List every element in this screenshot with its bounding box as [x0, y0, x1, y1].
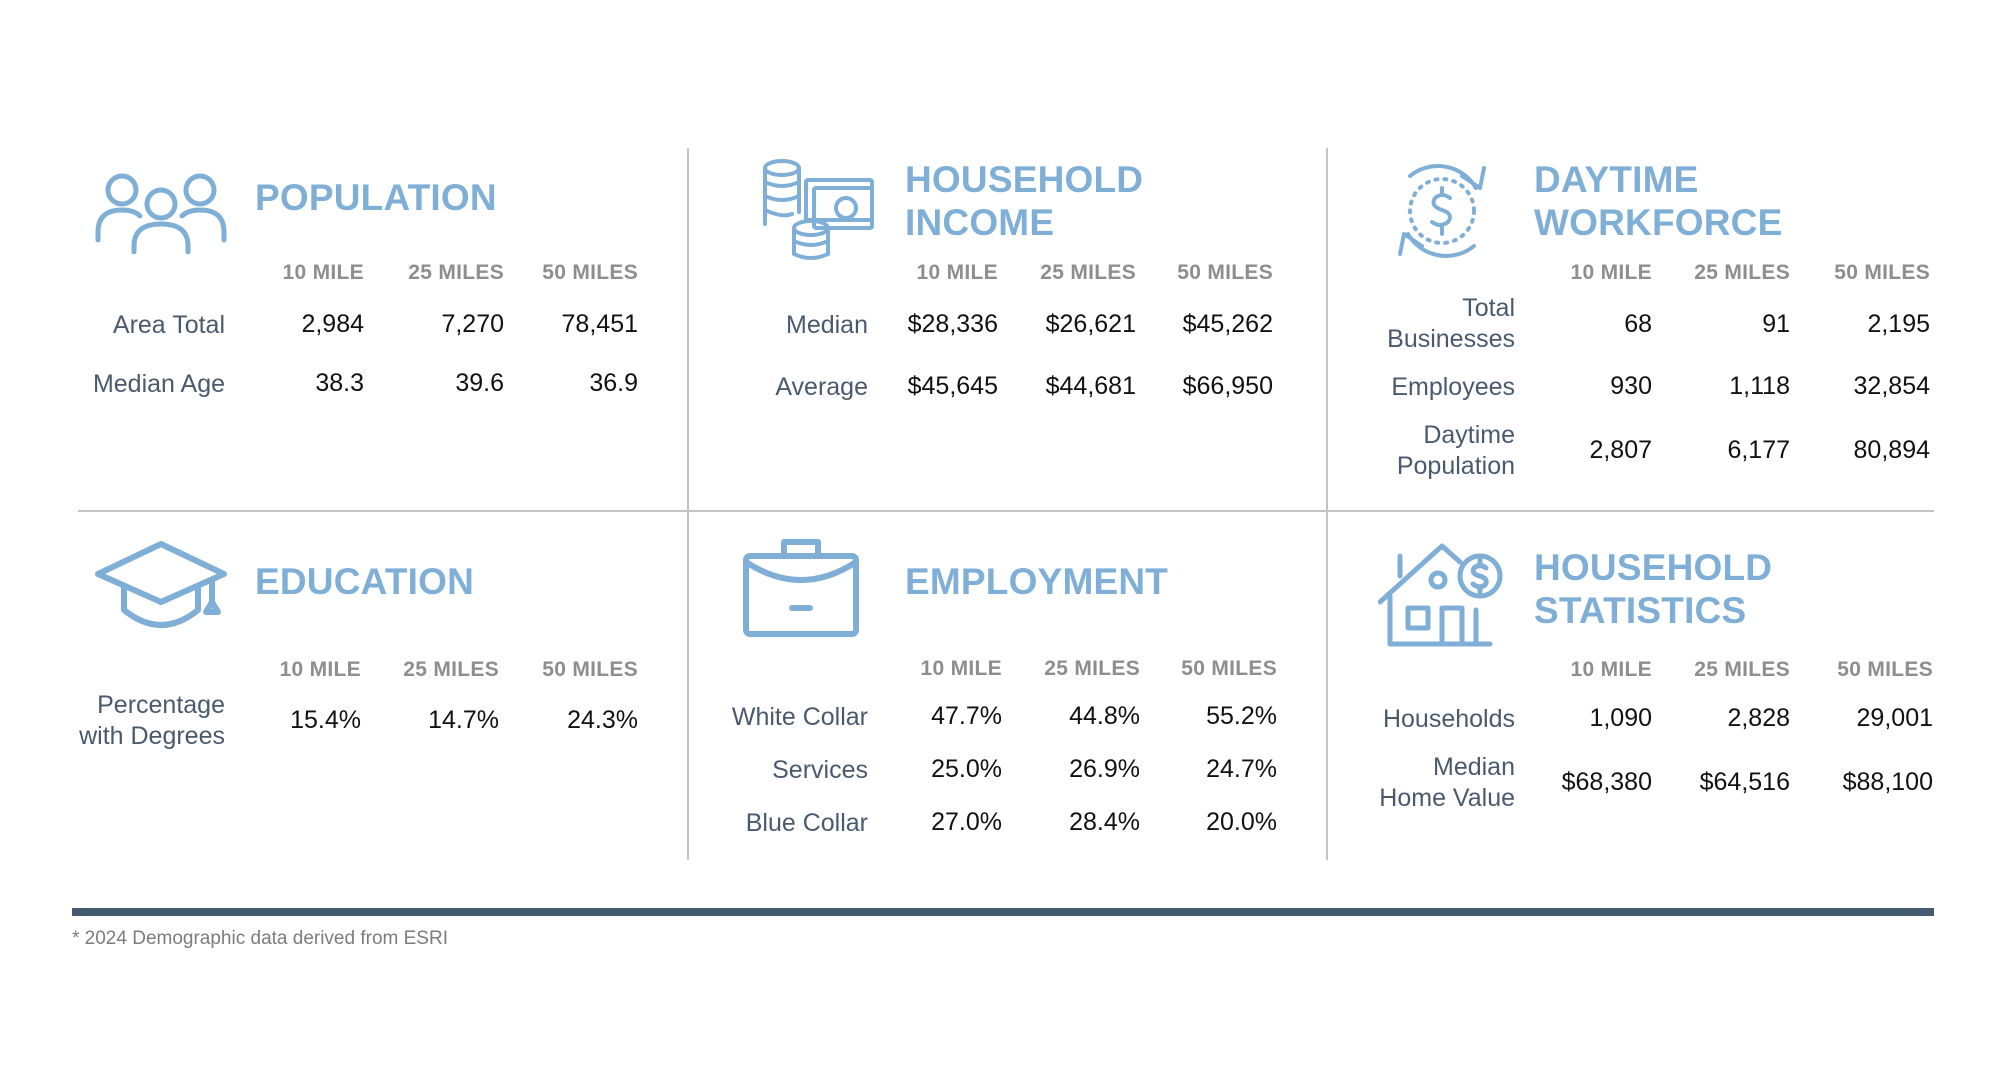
value-blue-collar-50: 20.0%: [1206, 808, 1277, 836]
row-label-daytime-population: Daytime Population: [1396, 421, 1515, 480]
employment-title: EMPLOYMENT: [905, 561, 1169, 602]
value-median-income-25: $26,621: [1045, 310, 1136, 338]
value-employees-50: 32,854: [1853, 372, 1930, 400]
value-daytime-population-50: 80,894: [1853, 436, 1930, 464]
value-area-total-50: 78,451: [561, 310, 638, 338]
value-median-age-10: 38.3: [315, 369, 364, 397]
column-header-25-miles: 25 MILES: [1044, 657, 1140, 680]
value-degrees-50: 24.3%: [567, 706, 638, 734]
footnote: * 2024 Demographic data derived from ESR…: [72, 928, 448, 949]
column-header-25-miles: 25 MILES: [408, 261, 504, 284]
value-area-total-25: 7,270: [441, 310, 504, 338]
value-degrees-25: 14.7%: [428, 706, 499, 734]
column-header-25-miles: 25 MILES: [1694, 658, 1790, 681]
value-blue-collar-10: 27.0%: [931, 808, 1002, 836]
value-white-collar-50: 55.2%: [1206, 702, 1277, 730]
value-median-home-value-10: $68,380: [1561, 768, 1652, 796]
value-white-collar-25: 44.8%: [1069, 702, 1140, 730]
column-header-50-miles: 50 MILES: [1181, 657, 1277, 680]
row-label-blue-collar: Blue Collar: [745, 809, 868, 837]
column-header-10-mile: 10 MILE: [282, 261, 364, 284]
row-label-employees: Employees: [1391, 373, 1515, 401]
dollar-cycle-icon: [1390, 158, 1494, 264]
row-label-area-total: Area Total: [112, 311, 225, 339]
house-dollar-icon: [1378, 540, 1504, 648]
row-label-percentage-with-degrees: Percentage with Degrees: [79, 691, 225, 750]
money-stack-icon: [762, 158, 876, 264]
column-header-25-miles: 25 MILES: [1694, 261, 1790, 284]
column-header-10-mile: 10 MILE: [279, 658, 361, 681]
row-label-median-home-value: Median Home Value: [1379, 753, 1515, 812]
column-header-10-mile: 10 MILE: [920, 657, 1002, 680]
value-degrees-10: 15.4%: [290, 706, 361, 734]
row-label-total-businesses: Total Businesses: [1387, 294, 1515, 353]
value-median-home-value-50: $88,100: [1842, 768, 1933, 796]
column-header-25-miles: 25 MILES: [1040, 261, 1136, 284]
row-label-median-age: Median Age: [92, 370, 225, 398]
value-households-10: 1,090: [1589, 704, 1652, 732]
column-header-50-miles: 50 MILES: [1834, 261, 1930, 284]
value-employees-10: 930: [1610, 372, 1652, 400]
divider-vertical-2: [1326, 148, 1328, 860]
row-label-services: Services: [772, 756, 868, 784]
people-icon: [94, 170, 228, 254]
value-area-total-10: 2,984: [301, 310, 364, 338]
value-median-age-25: 39.6: [455, 369, 504, 397]
value-daytime-population-10: 2,807: [1589, 436, 1652, 464]
value-services-50: 24.7%: [1206, 755, 1277, 783]
divider-vertical-1: [687, 148, 689, 860]
divider-horizontal: [78, 510, 1934, 512]
column-header-25-miles: 25 MILES: [403, 658, 499, 681]
daytime-workforce-title: DAYTIME WORKFORCE: [1534, 159, 1783, 243]
household-income-title: HOUSEHOLD INCOME: [905, 159, 1144, 243]
value-total-businesses-10: 68: [1624, 310, 1652, 338]
value-total-businesses-50: 2,195: [1867, 310, 1930, 338]
value-average-income-25: $44,681: [1045, 372, 1136, 400]
value-total-businesses-25: 91: [1762, 310, 1790, 338]
row-label-average: Average: [775, 373, 868, 401]
row-label-households: Households: [1382, 705, 1515, 733]
value-employees-25: 1,118: [1729, 372, 1790, 400]
value-median-income-10: $28,336: [907, 310, 998, 338]
education-title: EDUCATION: [255, 561, 474, 602]
population-title: POPULATION: [255, 177, 497, 218]
graduation-cap-icon: [94, 540, 228, 634]
footer-rule: [72, 908, 1934, 916]
value-median-age-50: 36.9: [589, 369, 638, 397]
value-blue-collar-25: 28.4%: [1069, 808, 1140, 836]
column-header-50-miles: 50 MILES: [542, 658, 638, 681]
value-white-collar-10: 47.7%: [931, 702, 1002, 730]
value-median-income-50: $45,262: [1182, 310, 1273, 338]
column-header-50-miles: 50 MILES: [542, 261, 638, 284]
column-header-10-mile: 10 MILE: [1570, 658, 1652, 681]
value-average-income-10: $45,645: [907, 372, 998, 400]
value-median-home-value-25: $64,516: [1699, 768, 1790, 796]
column-header-50-miles: 50 MILES: [1177, 261, 1273, 284]
value-daytime-population-25: 6,177: [1727, 436, 1790, 464]
column-header-10-mile: 10 MILE: [916, 261, 998, 284]
row-label-white-collar: White Collar: [731, 703, 868, 731]
value-services-25: 26.9%: [1069, 755, 1140, 783]
column-header-50-miles: 50 MILES: [1837, 658, 1933, 681]
briefcase-icon: [742, 538, 860, 638]
value-average-income-50: $66,950: [1182, 372, 1273, 400]
value-households-50: 29,001: [1856, 704, 1933, 732]
value-households-25: 2,828: [1727, 704, 1790, 732]
column-header-10-mile: 10 MILE: [1570, 261, 1652, 284]
household-statistics-title: HOUSEHOLD STATISTICS: [1534, 547, 1773, 631]
row-label-median: Median: [786, 311, 868, 339]
value-services-10: 25.0%: [931, 755, 1002, 783]
